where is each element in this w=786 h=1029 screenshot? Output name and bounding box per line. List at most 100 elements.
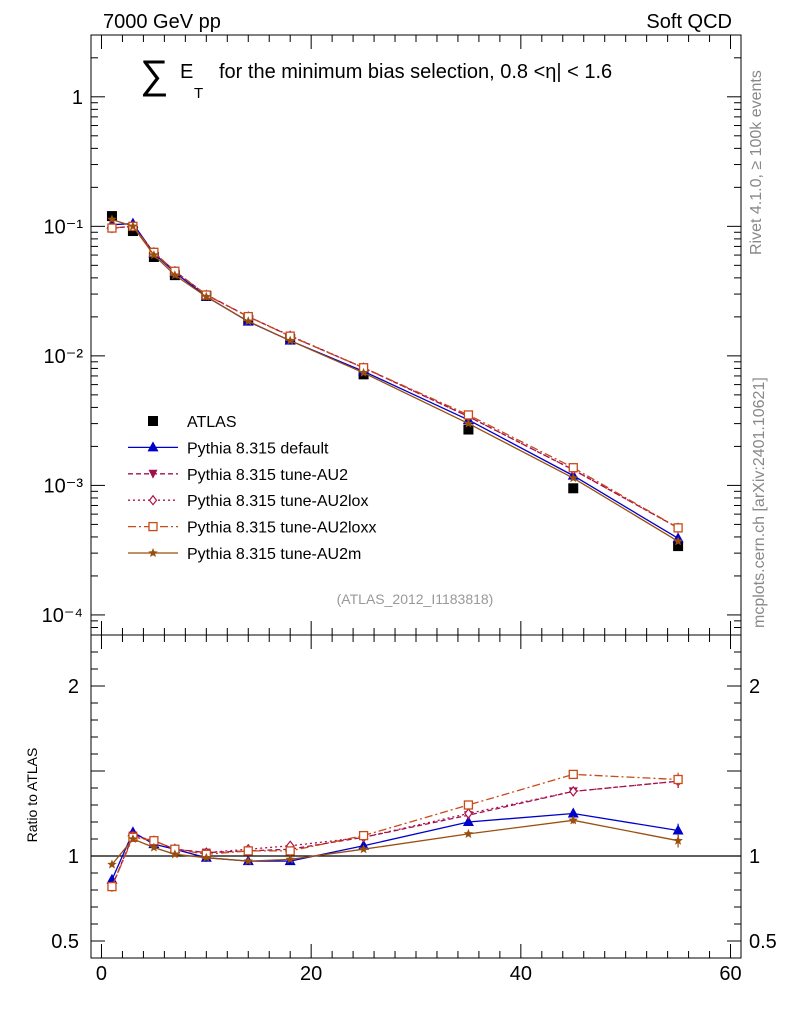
main-series-au2loxx xyxy=(107,221,683,533)
legend-entry-au2loxx: Pythia 8.315 tune-AU2loxx xyxy=(128,520,376,537)
ratio-series-au2lox xyxy=(107,774,683,893)
ratio-series-au2m xyxy=(107,815,683,869)
ratio-series-layer xyxy=(106,769,684,893)
ratio-point-default xyxy=(462,816,474,826)
ratio-series-default xyxy=(106,807,684,884)
main-point-au2m xyxy=(243,316,254,326)
ratio-y-tick-label: 2 xyxy=(68,676,79,698)
main-series-layer xyxy=(106,211,684,552)
main-y-tick-label: 10⁻³ xyxy=(44,475,84,497)
main-point-data xyxy=(463,424,474,435)
legend-label-au2m: Pythia 8.315 tune-AU2m xyxy=(187,546,361,563)
main-point-au2loxx xyxy=(107,223,117,233)
ratio-point-au2loxx xyxy=(285,846,295,856)
ratio-x-tick-label: 20 xyxy=(300,963,322,985)
ratio-x-tick-label: 40 xyxy=(510,963,532,985)
main-point-au2loxx xyxy=(463,410,474,420)
main-plot-frame xyxy=(90,34,742,636)
ratio-series-line-default xyxy=(111,812,679,881)
ratio-y-tick-label-right: 0.5 xyxy=(749,931,777,953)
ratio-point-au2m xyxy=(568,815,579,825)
process-label: Soft QCD xyxy=(646,11,732,33)
main-y-tick-label: 1 xyxy=(72,87,83,109)
legend-marker-au2m xyxy=(148,548,158,558)
main-y-tick-label: 10⁻² xyxy=(44,346,84,368)
main-series-au2lox xyxy=(107,220,683,534)
ratio-y-axis-label: Ratio to ATLAS xyxy=(24,748,40,843)
ratio-point-au2m xyxy=(170,849,180,859)
legend-entry-default: Pythia 8.315 default xyxy=(128,440,329,457)
legend-entry-au2: Pythia 8.315 tune-AU2 xyxy=(128,467,348,484)
legend-label-au2loxx: Pythia 8.315 tune-AU2loxx xyxy=(187,520,376,537)
main-point-au2m xyxy=(673,536,683,546)
ratio-point-au2m xyxy=(107,859,117,869)
legend-label-data: ATLAS xyxy=(187,414,237,431)
legend-marker-au2 xyxy=(148,469,158,479)
ratio-point-au2m xyxy=(149,842,159,852)
main-point-au2m xyxy=(201,291,212,301)
ratio-point-au2loxx xyxy=(463,800,474,810)
ratio-point-au2m xyxy=(243,856,254,866)
main-point-au2m xyxy=(107,214,117,224)
ratio-point-au2loxx xyxy=(107,881,117,892)
ratio-x-tick-label: 60 xyxy=(719,963,741,985)
ratio-y-tick-label: 1 xyxy=(68,846,79,868)
analysis-id-label: (ATLAS_2012_I1183818) xyxy=(337,591,494,607)
main-series-line-default xyxy=(111,222,679,539)
main-series-line-au2lox xyxy=(111,225,679,529)
legend-label-au2: Pythia 8.315 tune-AU2 xyxy=(187,467,348,484)
main-point-au2m xyxy=(128,221,138,231)
main-point-au2loxx xyxy=(568,463,578,473)
ratio-point-au2m xyxy=(358,844,369,854)
ratio-axes: 0 20 40 60 2 2 1 1 0.5 0.5 xyxy=(51,635,777,985)
title-text: for the minimum bias selection, 0.8 <η| … xyxy=(219,61,612,83)
ratio-x-tick-label: 0 xyxy=(96,963,107,985)
ratio-y-tick-label: 0.5 xyxy=(51,931,79,953)
rivet-version-label: Rivet 4.1.0, ≥ 100k events xyxy=(748,70,765,255)
main-point-au2m xyxy=(568,473,579,483)
legend-label-au2lox: Pythia 8.315 tune-AU2lox xyxy=(187,493,368,510)
main-point-data xyxy=(568,483,579,494)
main-y-tick-label: 10⁻⁴ xyxy=(42,605,83,627)
main-point-au2m xyxy=(463,418,474,428)
ratio-y-tick-label-right: 1 xyxy=(749,846,760,868)
main-point-data xyxy=(673,541,684,552)
ratio-point-au2m xyxy=(673,835,683,845)
ratio-point-au2m xyxy=(285,854,295,864)
ratio-point-au2loxx xyxy=(673,774,683,785)
ratio-series-line-au2lox xyxy=(111,780,679,887)
main-point-au2m xyxy=(358,367,369,377)
main-point-au2m xyxy=(170,270,180,280)
ratio-point-au2m xyxy=(463,828,474,838)
ratio-point-au2loxx xyxy=(243,846,253,856)
legend-marker-default xyxy=(147,441,159,452)
main-point-au2loxx xyxy=(673,523,683,533)
energy-label: 7000 GeV pp xyxy=(103,11,221,33)
ratio-point-au2lox xyxy=(568,785,578,797)
ratio-point-au2loxx xyxy=(358,830,369,841)
main-y-tick-label: 10⁻¹ xyxy=(44,216,84,238)
ratio-series-line-au2 xyxy=(111,780,679,887)
title-t-subscript: T xyxy=(194,85,203,102)
ratio-point-au2m xyxy=(128,834,138,844)
ratio-point-default xyxy=(672,824,684,835)
legend-entry-au2lox: Pythia 8.315 tune-AU2lox xyxy=(128,493,368,510)
main-point-au2m xyxy=(149,250,159,260)
legend-entry-data: ATLAS xyxy=(148,414,237,431)
title-e-letter: E xyxy=(180,61,193,83)
ratio-point-au2loxx xyxy=(568,769,578,780)
title-sum-symbol: ∑ xyxy=(140,53,169,97)
legend: ATLAS Pythia 8.315 default Pythia 8.315 tu… xyxy=(128,414,376,563)
ratio-y-tick-label-right: 2 xyxy=(749,676,760,698)
mcplots-reference-label: mcplots.cern.ch [arXiv:2401.10621] xyxy=(751,377,768,628)
legend-marker-data xyxy=(148,416,158,426)
ratio-plot-frame xyxy=(90,634,742,959)
main-axes: 1 10⁻¹ 10⁻² 10⁻³ 10⁻⁴ xyxy=(42,34,741,636)
ratio-point-default xyxy=(567,807,579,818)
legend-marker-au2loxx xyxy=(148,521,158,532)
legend-entry-au2m: Pythia 8.315 tune-AU2m xyxy=(128,546,361,563)
main-series-au2 xyxy=(107,222,683,533)
ratio-series-au2 xyxy=(107,774,683,892)
ratio-point-au2m xyxy=(201,852,212,862)
